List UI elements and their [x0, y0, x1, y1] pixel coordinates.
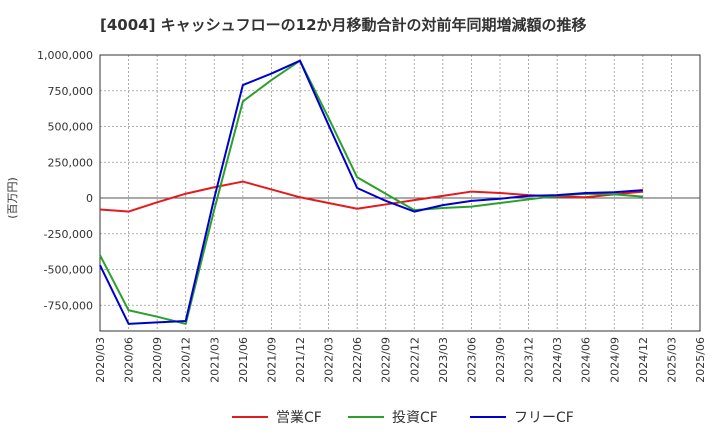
- y-tick-label: 1,000,000: [37, 49, 93, 62]
- legend: 営業CF 投資CF フリーCF: [232, 410, 574, 426]
- x-tick-label: 2022/09: [380, 337, 393, 383]
- series-line: [99, 59, 643, 325]
- y-axis-label: (百万円): [6, 177, 19, 219]
- x-tick-label: 2022/06: [351, 337, 364, 383]
- x-tick-label: 2021/12: [294, 337, 307, 383]
- legend-label: フリーCF: [514, 410, 574, 426]
- x-tick-label: 2024/06: [580, 337, 593, 383]
- x-tick-label: 2025/03: [665, 337, 678, 383]
- series-line: [99, 59, 643, 325]
- x-tick-label: 2020/06: [123, 337, 136, 383]
- x-tick-label: 2020/12: [180, 337, 193, 383]
- series-layer: [99, 59, 643, 325]
- axis-layer: 1,000,000 750,000 500,000 250,000 0 -250,000 -…: [37, 49, 707, 383]
- x-tick-label: 2020/03: [94, 337, 107, 383]
- plot-frame: [99, 54, 701, 332]
- x-tick-label: 2023/09: [494, 337, 507, 383]
- x-tick-label: 2024/09: [608, 337, 621, 383]
- x-tick-label: 2023/06: [465, 337, 478, 383]
- y-tick-label: -750,000: [44, 299, 93, 312]
- legend-label: 営業CF: [276, 410, 322, 426]
- x-tick-label: 2020/09: [151, 337, 164, 383]
- x-tick-label: 2023/12: [523, 337, 536, 383]
- y-tick-label: 750,000: [48, 85, 94, 98]
- y-tick-label: 500,000: [48, 121, 94, 134]
- x-tick-label: 2024/03: [551, 337, 564, 383]
- x-tick-label: 2025/06: [694, 337, 707, 383]
- x-tick-label: 2022/12: [408, 337, 421, 383]
- x-tick-label: 2021/06: [237, 337, 250, 383]
- y-tick-label: 0: [86, 192, 93, 205]
- x-tick-label: 2021/09: [265, 337, 278, 383]
- y-tick-label: 250,000: [48, 156, 94, 169]
- x-tick-label: 2021/03: [208, 337, 221, 383]
- legend-label: 投資CF: [392, 410, 438, 426]
- x-tick-label: 2022/03: [323, 337, 336, 383]
- chart-title: [4004] キャッシュフローの12か月移動合計の対前年同期増減額の推移: [100, 16, 587, 34]
- x-tick-label: 2023/03: [437, 337, 450, 383]
- x-tick-label: 2024/12: [637, 337, 650, 383]
- y-tick-label: -500,000: [44, 264, 93, 277]
- y-tick-label: -250,000: [44, 228, 93, 241]
